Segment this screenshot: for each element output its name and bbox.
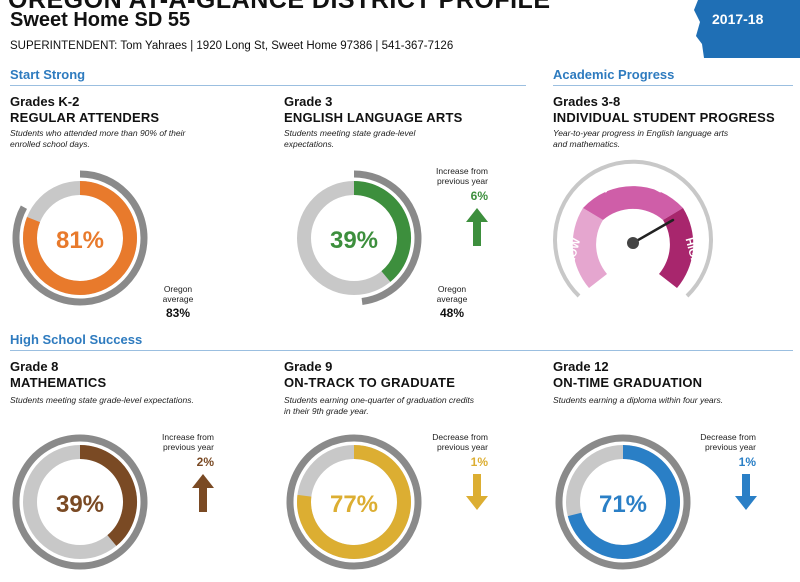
arrow-down-icon [735, 474, 757, 510]
card-metric: INDIVIDUAL STUDENT PROGRESS [553, 110, 775, 125]
oregon-state-shape [694, 0, 800, 58]
card-description: Students earning a diploma within four y… [553, 395, 724, 405]
change-value: 1% [738, 455, 756, 469]
oregon-average-value: 83% [165, 306, 191, 320]
card-grade: Grade 8 [10, 359, 59, 374]
change-label: Increase from previous year [162, 432, 214, 452]
card-description: Students meeting state grade-level expec… [10, 395, 194, 405]
card-grade: Grades 3-8 [553, 94, 621, 109]
card-description: Students who attended more than 90% of t… [10, 128, 186, 149]
card-description: Students meeting state grade-level expec… [284, 128, 416, 149]
ring-value-arc [23, 181, 137, 295]
card-metric: ON-TRACK TO GRADUATE [284, 375, 456, 390]
arrow-up-icon [192, 474, 214, 512]
ring-value-arc [353, 181, 411, 282]
percentage-value: 39% [55, 491, 105, 518]
arrow-up-icon [466, 208, 488, 246]
school-year-badge: 2017-18 [712, 11, 764, 27]
percentage-value: 77% [329, 491, 379, 518]
card-metric: ENGLISH LANGUAGE ARTS [284, 110, 463, 125]
card-metric: ON-TIME GRADUATION [553, 375, 703, 390]
arrow-down-icon [466, 474, 488, 510]
oregon-average-value: 48% [439, 306, 465, 320]
card-grade: Grades K-2 [10, 94, 80, 109]
gauge-needle-hub [627, 237, 639, 249]
percentage-value: 39% [329, 227, 379, 254]
change-label: Increase from previous year [436, 166, 488, 186]
profile-title: OREGON AT-A-GLANCE DISTRICT PROFILE [8, 0, 551, 14]
section-rule [10, 85, 526, 86]
section-rule [553, 85, 793, 86]
section-rule [10, 350, 793, 351]
oregon-average-ring [353, 170, 422, 305]
donut-chart [12, 170, 148, 306]
growth-gauge: AVERAGE LOW HIGH [553, 159, 713, 298]
card-metric: REGULAR ATTENDERS [10, 110, 160, 125]
ring-value-arc [79, 445, 137, 546]
donut-chart [297, 170, 422, 305]
oregon-average-label: Oregon average [436, 284, 468, 304]
card-grade: Grade 3 [284, 94, 333, 109]
gauge-high-segment [659, 208, 694, 288]
percentage-value: 71% [598, 491, 648, 518]
card-description: Year-to-year progress in English languag… [553, 128, 729, 149]
change-label: Decrease from previous year [700, 432, 756, 452]
card-metric: MATHEMATICS [10, 375, 107, 390]
gauge-average-segment [583, 186, 683, 220]
gauge-low-segment [572, 208, 607, 288]
change-value: 6% [470, 189, 488, 203]
superintendent-line: SUPERINTENDENT: Tom Yahraes | 1920 Long … [10, 40, 454, 52]
percentage-value: 81% [55, 227, 105, 254]
change-label: Decrease from previous year [432, 432, 488, 452]
change-value: 2% [196, 455, 214, 469]
section-start-strong: Start Strong [10, 67, 86, 82]
card-description: Students earning one-quarter of graduati… [284, 395, 474, 416]
district-name: Sweet Home SD 55 [10, 9, 191, 31]
oregon-average-label: Oregon average [162, 284, 194, 304]
section-high-school-success: High School Success [10, 332, 143, 347]
card-grade: Grade 9 [284, 359, 333, 374]
gauge-needle [631, 218, 675, 245]
section-academic-progress: Academic Progress [553, 67, 675, 82]
change-value: 1% [470, 455, 488, 469]
gauge-average-label: AVERAGE [600, 174, 666, 196]
card-grade: Grade 12 [553, 359, 609, 374]
oregon-average-ring [12, 170, 148, 306]
